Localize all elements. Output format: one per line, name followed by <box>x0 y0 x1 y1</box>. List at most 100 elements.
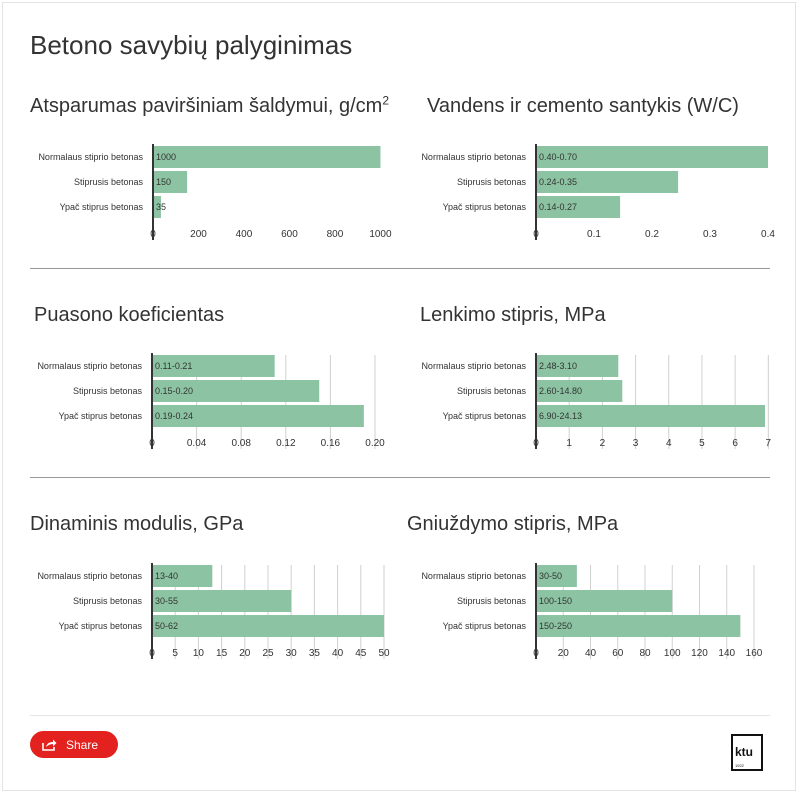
tick-label: 200 <box>190 229 207 240</box>
data-label: 30-55 <box>155 596 178 606</box>
bar <box>536 405 765 427</box>
tick-label: 50 <box>378 648 390 659</box>
category-label: Ypač stiprus betonas <box>59 411 143 421</box>
bar <box>152 565 213 587</box>
tick-label: 6 <box>732 438 738 449</box>
chart-title-1: Atsparumas paviršiniam šaldymui, g/cm2 <box>30 93 390 117</box>
tick-label: 10 <box>193 648 205 659</box>
tick-label: 800 <box>327 229 344 240</box>
bar <box>536 196 621 218</box>
category-label: Ypač stiprus betonas <box>443 621 527 631</box>
data-label: 30-50 <box>539 571 562 581</box>
tick-label: 120 <box>691 648 708 659</box>
tick-label: 1000 <box>369 229 392 240</box>
category-label: Ypač stiprus betonas <box>443 411 527 421</box>
category-label: Stiprusis betonas <box>457 386 527 396</box>
bar <box>536 565 577 587</box>
data-label: 2.60-14.80 <box>539 386 582 396</box>
chart-title-3: Puasono koeficientas <box>34 304 225 326</box>
category-label: Ypač stiprus betonas <box>443 202 527 212</box>
tick-label: 0.2 <box>645 229 659 240</box>
tick-label: 20 <box>558 648 570 659</box>
tick-label: 40 <box>332 648 344 659</box>
data-label: 0.19-0.24 <box>155 411 193 421</box>
chart-title-2: Vandens ir cemento santykis (W/C) <box>427 95 739 117</box>
tick-label: 0.12 <box>276 438 296 449</box>
bar <box>536 355 619 377</box>
category-label: Stiprusis betonas <box>73 596 143 606</box>
category-label: Stiprusis betonas <box>457 177 527 187</box>
data-label: 35 <box>156 202 166 212</box>
data-label: 150-250 <box>539 621 572 631</box>
ktu-logo: ktu 1922 <box>731 734 763 771</box>
bar <box>152 590 292 612</box>
tick-label: 0.08 <box>231 438 251 449</box>
category-label: Stiprusis betonas <box>73 386 143 396</box>
divider-1 <box>30 268 770 269</box>
tick-label: 15 <box>216 648 228 659</box>
tick-label: 30 <box>286 648 298 659</box>
tick-label: 45 <box>355 648 367 659</box>
share-button[interactable]: Share <box>30 731 118 758</box>
data-label: 0.14-0.27 <box>539 202 577 212</box>
divider-2 <box>30 477 770 478</box>
tick-label: 80 <box>639 648 651 659</box>
category-label: Normalaus stiprio betonas <box>37 571 142 581</box>
footer-divider <box>30 715 770 716</box>
data-label: 0.15-0.20 <box>155 386 193 396</box>
tick-label: 1 <box>566 438 572 449</box>
chart-title-4: Lenkimo stipris, MPa <box>420 304 606 326</box>
tick-label: 35 <box>309 648 321 659</box>
tick-label: 0.4 <box>761 229 775 240</box>
bar <box>153 196 161 218</box>
share-label: Share <box>66 737 99 752</box>
tick-label: 0.04 <box>187 438 207 449</box>
share-icon <box>42 739 57 751</box>
tick-label: 25 <box>262 648 274 659</box>
category-label: Stiprusis betonas <box>457 596 527 606</box>
tick-label: 0.1 <box>587 229 601 240</box>
bar <box>536 590 673 612</box>
tick-label: 0.3 <box>703 229 717 240</box>
logo-subtext: 1922 <box>735 763 744 768</box>
tick-label: 3 <box>633 438 639 449</box>
category-label: Ypač stiprus betonas <box>60 202 144 212</box>
bar <box>536 615 741 637</box>
data-label: 13-40 <box>155 571 178 581</box>
chart-title-5: Dinaminis modulis, GPa <box>30 513 244 535</box>
tick-label: 2 <box>600 438 606 449</box>
tick-label: 400 <box>236 229 253 240</box>
tick-label: 20 <box>239 648 251 659</box>
data-label: 6.90-24.13 <box>539 411 582 421</box>
category-label: Normalaus stiprio betonas <box>421 152 526 162</box>
data-label: 50-62 <box>155 621 178 631</box>
bar <box>536 146 768 168</box>
bar <box>153 146 381 168</box>
bar <box>536 171 679 193</box>
logo-text: ktu <box>735 745 753 759</box>
category-label: Normalaus stiprio betonas <box>421 361 526 371</box>
tick-label: 5 <box>172 648 178 659</box>
tick-label: 100 <box>664 648 681 659</box>
category-label: Normalaus stiprio betonas <box>421 571 526 581</box>
data-label: 2.48-3.10 <box>539 361 577 371</box>
data-label: 100-150 <box>539 596 572 606</box>
tick-label: 0.20 <box>365 438 385 449</box>
category-label: Normalaus stiprio betonas <box>38 152 143 162</box>
tick-label: 60 <box>612 648 624 659</box>
bar <box>152 615 384 637</box>
tick-label: 140 <box>718 648 735 659</box>
bar <box>153 171 188 193</box>
tick-label: 7 <box>766 438 772 449</box>
data-label: 0.40-0.70 <box>539 152 577 162</box>
category-label: Stiprusis betonas <box>74 177 144 187</box>
chart-title-6: Gniuždymo stipris, MPa <box>407 513 619 535</box>
data-label: 0.11-0.21 <box>155 361 192 371</box>
tick-label: 5 <box>699 438 705 449</box>
data-label: 0.24-0.35 <box>539 177 577 187</box>
